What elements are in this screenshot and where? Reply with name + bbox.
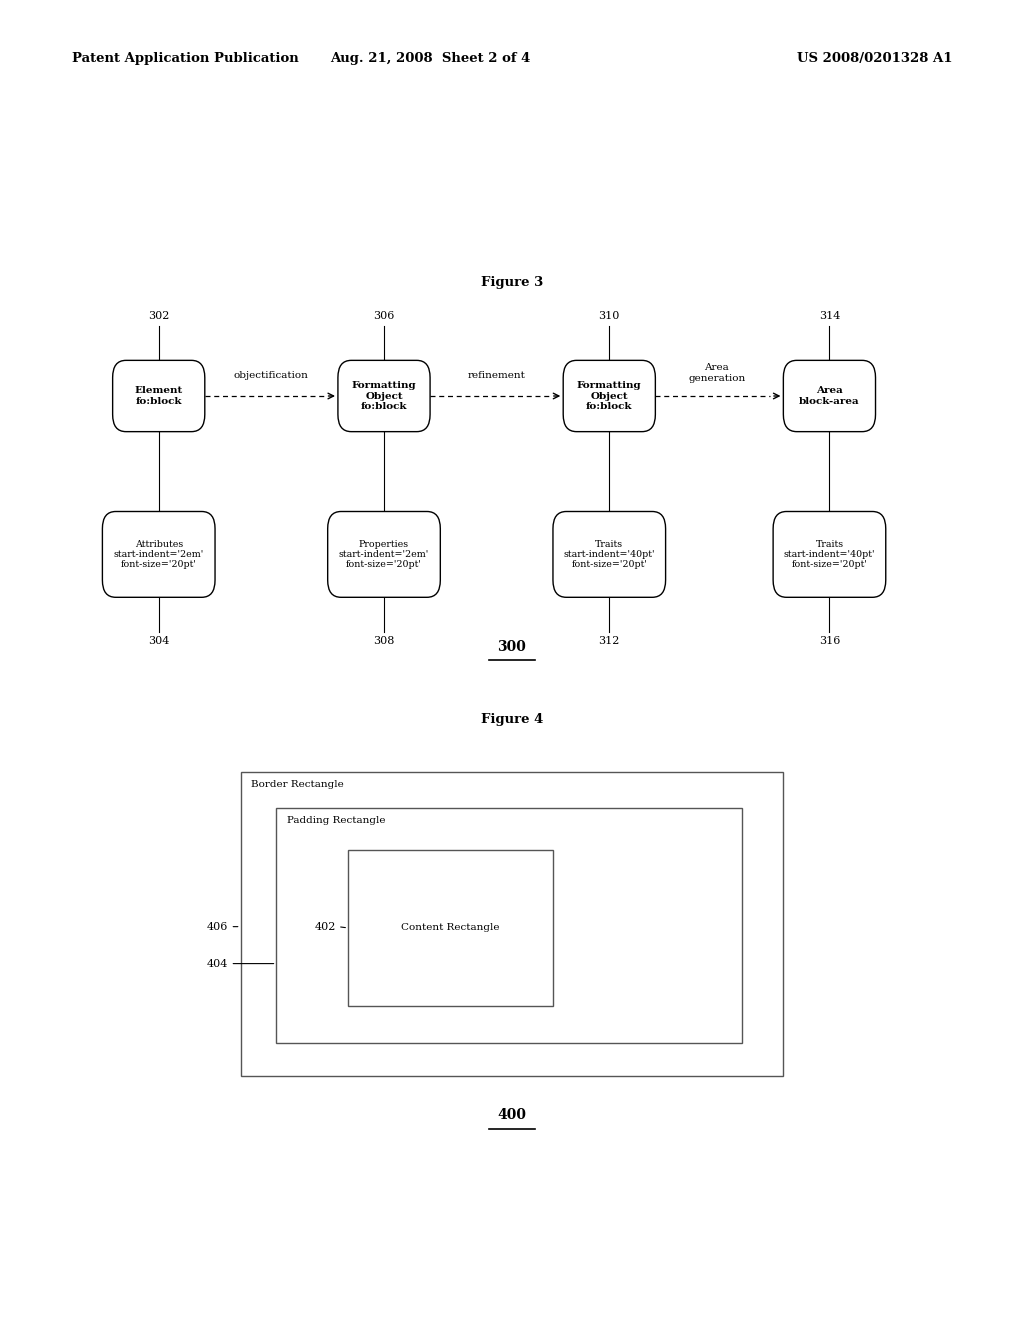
- Text: US 2008/0201328 A1: US 2008/0201328 A1: [797, 51, 952, 65]
- FancyBboxPatch shape: [783, 360, 876, 432]
- FancyBboxPatch shape: [102, 511, 215, 597]
- Text: Attributes
start-indent='2em'
font-size='20pt': Attributes start-indent='2em' font-size=…: [114, 540, 204, 569]
- FancyBboxPatch shape: [328, 511, 440, 597]
- Text: 306: 306: [374, 310, 394, 321]
- Text: 304: 304: [148, 636, 169, 645]
- FancyBboxPatch shape: [553, 511, 666, 597]
- Text: Formatting
Object
fo:block: Formatting Object fo:block: [577, 381, 642, 411]
- Text: Area
block-area: Area block-area: [799, 387, 860, 405]
- Bar: [276, 808, 742, 1043]
- Text: 406: 406: [207, 921, 228, 932]
- Text: Figure 3: Figure 3: [481, 276, 543, 289]
- Text: Figure 4: Figure 4: [481, 713, 543, 726]
- Text: Aug. 21, 2008  Sheet 2 of 4: Aug. 21, 2008 Sheet 2 of 4: [330, 51, 530, 65]
- Text: 302: 302: [148, 310, 169, 321]
- Text: 402: 402: [314, 921, 336, 932]
- Text: Properties
start-indent='2em'
font-size='20pt': Properties start-indent='2em' font-size=…: [339, 540, 429, 569]
- Text: 312: 312: [599, 636, 620, 645]
- Text: objectification: objectification: [233, 371, 309, 380]
- Text: Border Rectangle: Border Rectangle: [251, 780, 344, 789]
- Text: Content Rectangle: Content Rectangle: [401, 924, 500, 932]
- Text: 314: 314: [819, 310, 840, 321]
- Text: Padding Rectangle: Padding Rectangle: [287, 816, 385, 825]
- FancyBboxPatch shape: [113, 360, 205, 432]
- Text: 400: 400: [498, 1109, 526, 1122]
- Text: refinement: refinement: [468, 371, 525, 380]
- Bar: [241, 772, 783, 1076]
- Text: Traits
start-indent='40pt'
font-size='20pt': Traits start-indent='40pt' font-size='20…: [563, 540, 655, 569]
- Bar: [348, 850, 553, 1006]
- Text: Patent Application Publication: Patent Application Publication: [72, 51, 298, 65]
- Text: 300: 300: [498, 640, 526, 653]
- Text: 316: 316: [819, 636, 840, 645]
- FancyBboxPatch shape: [563, 360, 655, 432]
- FancyBboxPatch shape: [773, 511, 886, 597]
- Text: Formatting
Object
fo:block: Formatting Object fo:block: [351, 381, 417, 411]
- Text: Element
fo:block: Element fo:block: [134, 387, 183, 405]
- Text: 404: 404: [207, 958, 228, 969]
- Text: Traits
start-indent='40pt'
font-size='20pt': Traits start-indent='40pt' font-size='20…: [783, 540, 876, 569]
- Text: Area
generation: Area generation: [688, 363, 745, 383]
- FancyBboxPatch shape: [338, 360, 430, 432]
- Text: 310: 310: [599, 310, 620, 321]
- Text: 308: 308: [374, 636, 394, 645]
